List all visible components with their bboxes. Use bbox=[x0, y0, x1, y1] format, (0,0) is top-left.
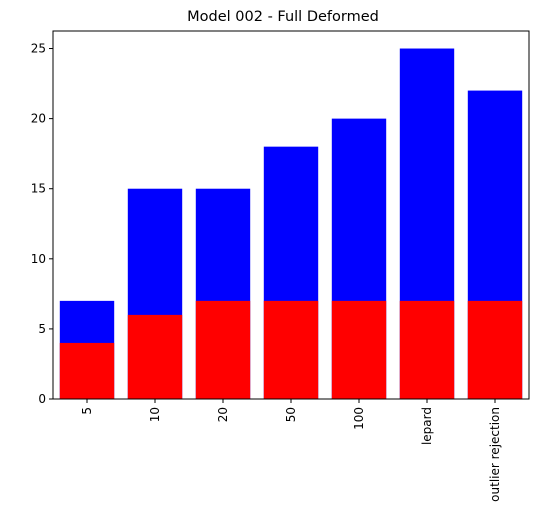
y-tick-label: 15 bbox=[31, 182, 46, 196]
bar-red-lepard bbox=[399, 300, 455, 399]
y-tick-label: 20 bbox=[31, 112, 46, 126]
bar-red-50 bbox=[263, 300, 319, 399]
x-tick-label: 10 bbox=[148, 407, 162, 422]
x-tick-label: 50 bbox=[284, 407, 298, 422]
y-tick-label: 25 bbox=[31, 42, 46, 56]
x-tick-label: 20 bbox=[216, 407, 230, 422]
bars-group bbox=[59, 48, 523, 400]
x-tick-label: 100 bbox=[352, 407, 366, 430]
bar-red-20 bbox=[195, 300, 251, 399]
bar-red-outlier-rejection bbox=[467, 300, 523, 399]
bar-red-100 bbox=[331, 300, 387, 399]
bar-red-5 bbox=[59, 342, 115, 399]
plot-frame bbox=[52, 30, 530, 400]
x-tick-label: lepard bbox=[420, 407, 434, 445]
bar-red-10 bbox=[127, 314, 183, 399]
y-tick-label: 0 bbox=[38, 392, 46, 406]
chart-title: Model 002 - Full Deformed bbox=[187, 9, 379, 25]
y-tick-label: 5 bbox=[38, 322, 46, 336]
x-tick-label: 5 bbox=[80, 407, 94, 415]
y-tick-label: 10 bbox=[31, 252, 46, 266]
x-tick-label: outlier rejection bbox=[488, 407, 502, 502]
y-axis: 0 5 10 15 20 25 bbox=[31, 42, 53, 406]
x-axis: 5 10 20 50 100 lepard outlier rejection bbox=[80, 399, 502, 502]
